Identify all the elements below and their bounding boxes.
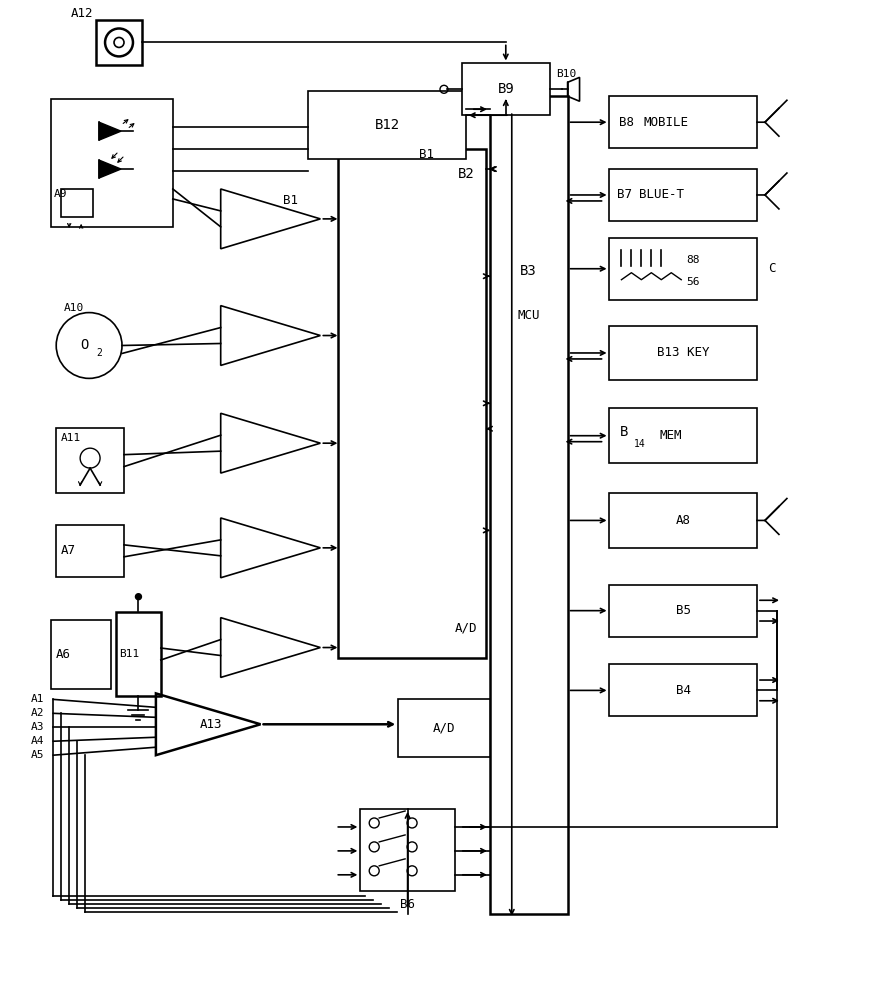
Text: B2: B2 [458, 167, 474, 181]
Text: B4: B4 [676, 684, 691, 697]
Text: A6: A6 [56, 648, 71, 661]
Text: B12: B12 [375, 118, 400, 132]
Bar [398, 699, 490, 757]
Text: 2: 2 [96, 348, 102, 358]
Text: MEM: MEM [659, 429, 682, 442]
Text: B5: B5 [676, 604, 691, 617]
Text: B1: B1 [419, 148, 434, 161]
Text: A13: A13 [200, 718, 222, 731]
Bar [56, 525, 124, 577]
Text: BLUE-T: BLUE-T [640, 188, 685, 201]
Text: B7: B7 [618, 188, 633, 201]
Bar [610, 326, 757, 380]
Bar [610, 169, 757, 221]
Text: A4: A4 [32, 736, 45, 746]
Bar [360, 809, 455, 891]
Text: B1: B1 [283, 194, 298, 207]
Text: A/D: A/D [433, 722, 455, 735]
Text: B11: B11 [119, 649, 139, 659]
Bar [610, 585, 757, 637]
Text: A1: A1 [32, 694, 45, 704]
Text: A7: A7 [62, 544, 77, 557]
Bar [308, 91, 466, 159]
Text: A9: A9 [55, 189, 68, 199]
Text: 14: 14 [634, 439, 645, 449]
Text: B9: B9 [497, 82, 514, 96]
Text: A10: A10 [64, 303, 84, 313]
Bar [610, 238, 757, 300]
Bar [610, 493, 757, 548]
Text: O: O [80, 338, 88, 352]
Text: MOBILE: MOBILE [643, 116, 688, 129]
Bar [610, 96, 757, 148]
Bar [610, 408, 757, 463]
Bar [62, 189, 93, 217]
Text: A5: A5 [32, 750, 45, 760]
Text: B3: B3 [520, 264, 537, 278]
Text: A/D: A/D [455, 621, 477, 634]
Bar [96, 20, 142, 65]
Text: A11: A11 [62, 433, 82, 443]
Bar [338, 149, 486, 658]
Text: MCU: MCU [517, 309, 540, 322]
Text: B8: B8 [620, 116, 634, 129]
Circle shape [136, 594, 142, 600]
Text: A2: A2 [32, 708, 45, 718]
Bar [116, 612, 161, 696]
Text: B6: B6 [400, 898, 415, 911]
Text: 56: 56 [686, 277, 700, 287]
Text: B13 KEY: B13 KEY [657, 346, 709, 359]
Bar [51, 620, 111, 689]
Text: A12: A12 [70, 7, 93, 20]
Bar [490, 96, 568, 914]
Polygon shape [99, 160, 121, 178]
Polygon shape [99, 122, 121, 140]
Text: 88: 88 [686, 255, 700, 265]
Bar [610, 664, 757, 716]
Text: A3: A3 [32, 722, 45, 732]
Text: B: B [620, 425, 627, 439]
Text: C: C [768, 262, 775, 275]
Bar [462, 63, 550, 115]
Bar [51, 99, 172, 227]
Text: B10: B10 [556, 69, 576, 79]
Text: A8: A8 [676, 514, 691, 527]
Bar [56, 428, 124, 493]
